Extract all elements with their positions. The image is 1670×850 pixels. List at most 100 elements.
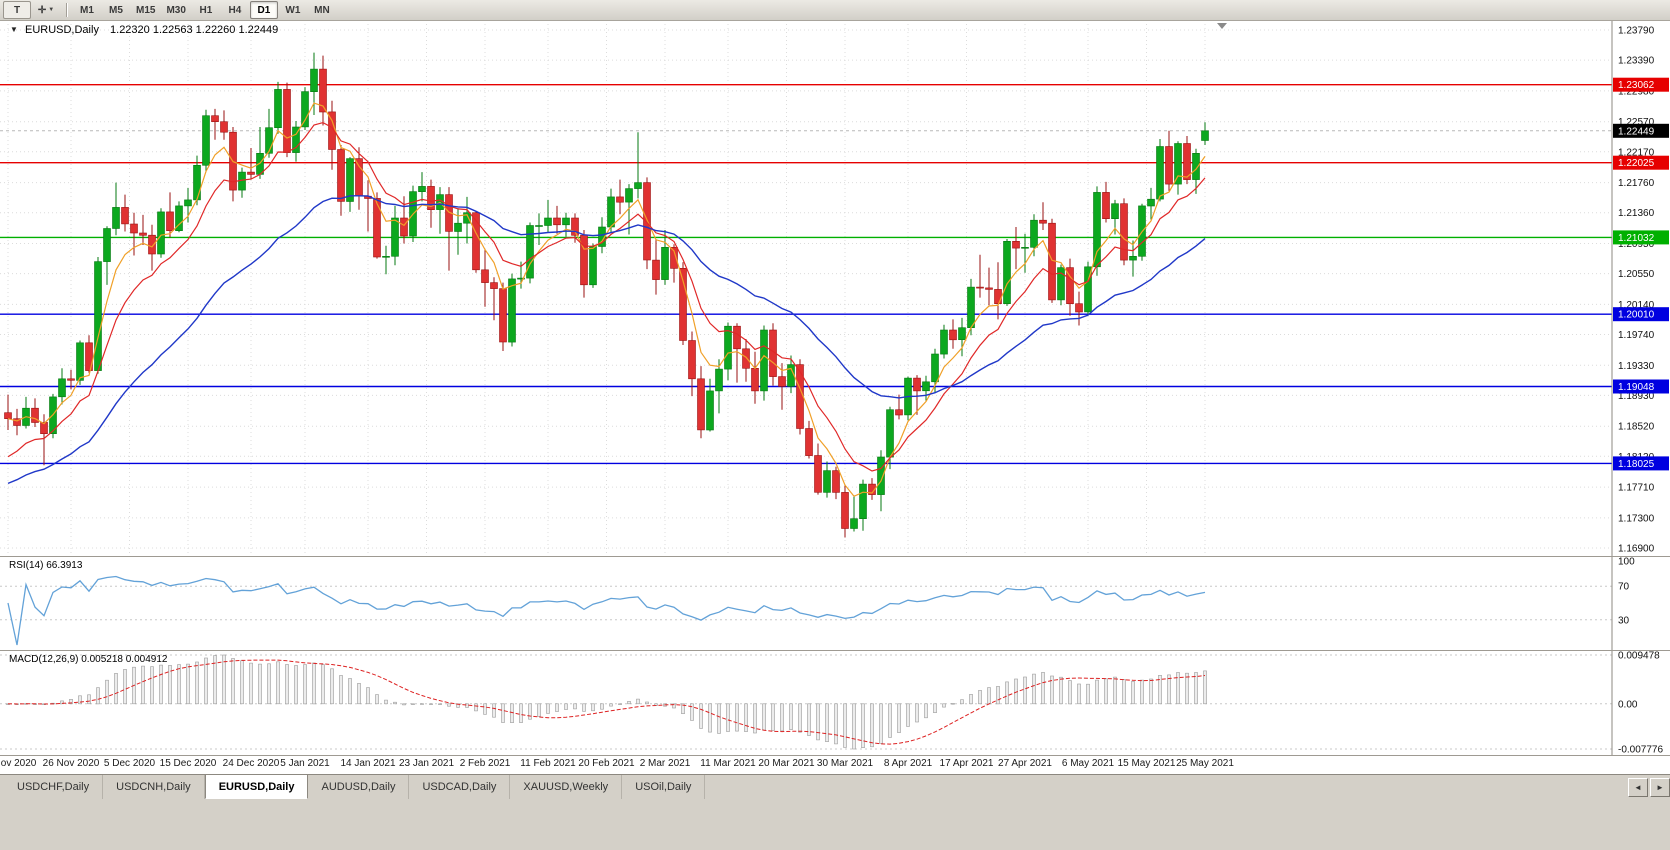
- svg-text:1.21032: 1.21032: [1618, 233, 1655, 244]
- templates-button[interactable]: T: [3, 1, 31, 19]
- timeframe-button-d1[interactable]: D1: [249, 1, 278, 19]
- date-axis-label: 15 May 2021: [1117, 758, 1176, 769]
- macd-axis-label: 0.00: [1618, 699, 1638, 710]
- date-axis-label: 17 Nov 2020: [0, 758, 37, 769]
- level-price-tag: 1.23062: [1613, 77, 1669, 92]
- panel-divider-macd[interactable]: [0, 650, 1670, 651]
- price-axis-label: 1.17710: [1618, 483, 1655, 494]
- chart-tab-usdcad[interactable]: USDCAD,Daily: [409, 775, 511, 799]
- macd-axis-label: -0.007776: [1618, 745, 1663, 756]
- date-axis-label: 2 Feb 2021: [459, 758, 511, 769]
- rsi-axis-label: 100: [1618, 557, 1635, 568]
- macd-signal-line: [7, 659, 1206, 745]
- price-axis-label: 1.20140: [1618, 300, 1655, 311]
- date-axis-label: 20 Mar 2021: [758, 758, 815, 769]
- macd-name: MACD(12,26,9): [9, 654, 79, 665]
- ma-medium-line: [7, 121, 1206, 472]
- chart-tab-usoil[interactable]: USOil,Daily: [622, 775, 706, 799]
- date-axis-label: 17 Apr 2021: [939, 758, 994, 769]
- date-axis-label: 8 Apr 2021: [883, 758, 933, 769]
- date-axis-label: 2 Mar 2021: [639, 758, 691, 769]
- price-axis-label: 1.23390: [1618, 56, 1655, 67]
- price-axis-label: 1.22570: [1618, 117, 1655, 128]
- level-price-tag: 1.19048: [1613, 379, 1669, 394]
- date-axis-label: 15 Dec 2020: [159, 758, 217, 769]
- svg-text:1.23062: 1.23062: [1618, 80, 1655, 91]
- chart-tab-bar: USDCHF,Daily USDCNH,Daily EURUSD,Daily AUDU…: [0, 774, 1670, 799]
- collapse-triangle-icon[interactable]: ▼: [10, 25, 18, 34]
- rsi-axis-label: 70: [1618, 582, 1630, 593]
- date-axis-label: 11 Feb 2021: [520, 758, 576, 769]
- timeframe-button-mn[interactable]: MN: [314, 4, 330, 16]
- chart-tab-eurusd[interactable]: EURUSD,Daily: [204, 774, 309, 799]
- date-axis-label: 14 Jan 2021: [340, 758, 396, 769]
- date-axis-label: 24 Dec 2020: [222, 758, 280, 769]
- current-price-tag: 1.22449: [1613, 123, 1669, 138]
- toolbar-separator: [66, 3, 68, 17]
- panel-divider-rsi[interactable]: [0, 556, 1670, 557]
- price-axis-label: 1.19740: [1618, 330, 1655, 341]
- chart-tab-audusd[interactable]: AUDUSD,Daily: [308, 775, 410, 799]
- svg-text:1.18025: 1.18025: [1618, 459, 1655, 470]
- date-axis-label: 23 Jan 2021: [398, 758, 455, 769]
- timeframe-button-h1[interactable]: H1: [199, 4, 213, 16]
- date-axis-label: 6 May 2021: [1061, 758, 1115, 769]
- chart-ohlc-values: 1.22320 1.22563 1.22260 1.22449: [110, 24, 279, 36]
- macd-axis-label: 0.009478: [1618, 651, 1660, 662]
- level-price-tag: 1.21032: [1613, 230, 1669, 245]
- chart-symbol-label: EURUSD,Daily: [24, 24, 99, 36]
- price-axis[interactable]: 1.23790 1.23390 1.22980 1.22570 1.22170 1.217…: [1613, 26, 1669, 555]
- grid-layer: [0, 20, 1612, 556]
- date-axis-label: 27 Apr 2021: [998, 758, 1052, 769]
- svg-text:1.19048: 1.19048: [1618, 382, 1655, 393]
- price-axis-label: 1.16900: [1618, 544, 1655, 555]
- timeframe-button-m30[interactable]: M30: [166, 4, 186, 16]
- date-axis-label: 5 Dec 2020: [103, 758, 156, 769]
- timeframe-button-m15[interactable]: M15: [136, 4, 156, 16]
- rsi-line: [7, 575, 1206, 646]
- tab-scroll-right-button[interactable]: ►: [1650, 777, 1670, 797]
- date-axis-label: 30 Mar 2021: [816, 758, 874, 769]
- tab-scroll-controls: ◄ ►: [1628, 775, 1670, 799]
- macd-values: 0.005218 0.004912: [81, 654, 168, 665]
- window-background: [0, 798, 1670, 850]
- ma-slow-line: [7, 195, 1206, 485]
- level-price-tag: 1.20010: [1613, 307, 1669, 322]
- timeframe-button-h4[interactable]: H4: [228, 4, 242, 16]
- tab-scroll-left-button[interactable]: ◄: [1628, 777, 1648, 797]
- svg-text:1.22025: 1.22025: [1618, 158, 1655, 169]
- chart-tab-usdchf[interactable]: USDCHF,Daily: [4, 775, 104, 799]
- timeframe-button-m1[interactable]: M1: [80, 4, 94, 16]
- chart-tab-usdcnh[interactable]: USDCNH,Daily: [103, 775, 205, 799]
- rsi-name: RSI(14): [9, 560, 44, 571]
- macd-histogram: [6, 654, 1207, 750]
- horizontal-level-lines[interactable]: [0, 83, 1612, 465]
- price-axis-label: 1.19330: [1618, 361, 1655, 372]
- date-axis-divider: [0, 755, 1670, 756]
- rsi-panel[interactable]: 100 70 30: [0, 557, 1670, 650]
- date-axis-label: 5 Jan 2021: [280, 758, 330, 769]
- date-axis-label: 26 Nov 2020: [42, 758, 100, 769]
- date-axis-label: 11 Mar 2021: [700, 758, 756, 769]
- timeframe-toolbar: M1 M5 M15 M30 H1 H4 D1 W1 MN: [73, 1, 337, 19]
- level-price-tag: 1.18025: [1613, 456, 1669, 471]
- top-toolbar: T ✛ ▼ M1 M5 M15 M30 H1 H4 D1 W1 MN: [0, 0, 1670, 21]
- svg-text:1.22449: 1.22449: [1618, 126, 1655, 137]
- price-chart-panel[interactable]: 1.23790 1.23390 1.22980 1.22570 1.22170 1.217…: [0, 20, 1670, 556]
- price-axis-label: 1.23790: [1618, 26, 1655, 37]
- price-axis-label: 1.21360: [1618, 208, 1655, 219]
- rsi-axis-label: 30: [1618, 615, 1630, 626]
- chart-tabs: USDCHF,Daily USDCNH,Daily EURUSD,Daily AUDU…: [4, 774, 706, 799]
- timeframe-button-w1[interactable]: W1: [285, 4, 301, 16]
- chart-shift-marker[interactable]: [1217, 23, 1227, 29]
- dropdown-caret-icon: ▼: [48, 7, 55, 13]
- chart-tab-xauusd[interactable]: XAUUSD,Weekly: [510, 775, 623, 799]
- rsi-indicator-label: RSI(14) 66.3913: [9, 560, 82, 571]
- price-axis-label: 1.18930: [1618, 391, 1655, 402]
- timeframe-button-m5[interactable]: M5: [109, 4, 123, 16]
- price-axis-label: 1.20550: [1618, 269, 1655, 280]
- price-axis-label: 1.20950: [1618, 239, 1655, 250]
- macd-panel[interactable]: 0.009478 0.00 -0.007776: [0, 651, 1670, 755]
- crosshair-tool-button[interactable]: ✛ ▼: [32, 1, 60, 19]
